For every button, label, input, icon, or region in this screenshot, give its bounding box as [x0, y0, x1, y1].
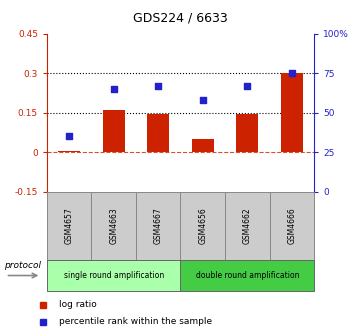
Text: single round amplification: single round amplification	[64, 271, 164, 280]
Bar	[103, 110, 125, 152]
Text: GSM4657: GSM4657	[65, 208, 74, 244]
Bar	[91, 192, 136, 260]
Bar	[47, 260, 180, 291]
Bar	[225, 192, 270, 260]
Text: protocol: protocol	[4, 261, 40, 270]
Text: GSM4667: GSM4667	[154, 208, 163, 244]
Bar	[58, 151, 80, 152]
Bar	[180, 260, 314, 291]
Text: GSM4666: GSM4666	[287, 208, 296, 244]
Point	[289, 71, 295, 76]
Text: double round amplification: double round amplification	[196, 271, 299, 280]
Bar	[136, 192, 180, 260]
Text: GDS224 / 6633: GDS224 / 6633	[133, 12, 228, 25]
Bar	[236, 114, 258, 152]
Text: GSM4656: GSM4656	[198, 208, 207, 244]
Bar	[147, 114, 169, 152]
Point	[244, 83, 250, 88]
Text: GSM4662: GSM4662	[243, 208, 252, 244]
Bar	[270, 192, 314, 260]
Point	[111, 86, 117, 91]
Point	[66, 133, 72, 139]
Text: percentile rank within the sample: percentile rank within the sample	[60, 317, 213, 326]
Point	[155, 83, 161, 88]
Bar	[280, 73, 303, 152]
Bar	[180, 192, 225, 260]
Text: GSM4663: GSM4663	[109, 208, 118, 244]
Point	[200, 97, 206, 102]
Bar	[47, 192, 91, 260]
Bar	[192, 139, 214, 152]
Text: log ratio: log ratio	[60, 300, 97, 309]
